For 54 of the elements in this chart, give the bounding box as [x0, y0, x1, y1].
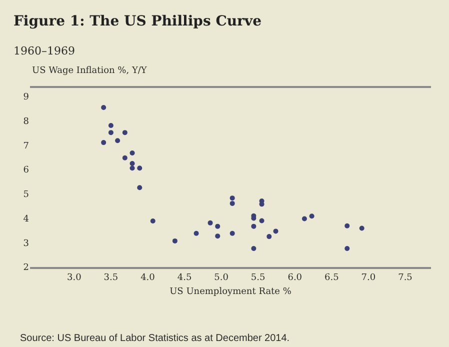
- point: [130, 166, 135, 171]
- point: [259, 218, 264, 224]
- y-axis-title: US Wage Inflation %, Y/Y: [32, 66, 148, 76]
- point: [215, 234, 220, 239]
- chart-subtitle: 1960–1969: [13, 44, 75, 58]
- point: [344, 246, 350, 251]
- chart-title: Figure 1: The US Phillips Curve: [13, 13, 262, 30]
- y-tick-label: 3: [23, 238, 30, 249]
- point: [122, 155, 128, 160]
- y-tick-label: 6: [23, 166, 30, 176]
- point: [108, 123, 114, 128]
- point: [266, 234, 272, 240]
- point: [230, 196, 235, 201]
- point: [215, 224, 220, 229]
- point: [230, 200, 235, 206]
- x-tick-label: 6.0: [288, 272, 302, 283]
- point: [194, 230, 199, 236]
- y-tick-label: 5: [23, 190, 30, 200]
- point: [344, 223, 350, 228]
- point: [273, 228, 278, 234]
- point: [122, 130, 128, 136]
- point: [150, 218, 156, 224]
- y-tick-label: 7: [23, 141, 30, 152]
- point: [230, 230, 235, 236]
- y-tick-label: 2: [23, 263, 29, 274]
- point: [208, 220, 213, 226]
- x-tick-label: 5.5: [250, 272, 266, 283]
- point: [172, 238, 178, 244]
- y-tick-label: 9: [23, 92, 30, 103]
- y-tick-label: 4: [23, 214, 30, 224]
- x-tick-label: 3.0: [66, 272, 82, 283]
- point: [101, 140, 106, 146]
- point: [130, 150, 135, 156]
- point: [137, 185, 142, 190]
- point: [137, 166, 142, 171]
- x-tick-label: 4.5: [177, 272, 192, 283]
- source-note: Source: US Bureau of Labor Statistics as at December 2014.: [20, 333, 290, 344]
- y-tick-label: 8: [23, 117, 30, 128]
- point: [108, 130, 114, 136]
- point: [309, 214, 314, 219]
- point: [251, 224, 256, 229]
- x-tick-label: 3.5: [104, 272, 118, 283]
- point: [251, 246, 256, 251]
- x-tick-label: 7.0: [361, 272, 376, 283]
- point: [302, 216, 307, 222]
- point: [130, 161, 135, 166]
- x-tick-label: 6.5: [324, 272, 340, 283]
- point: [359, 226, 364, 231]
- x-tick-label: 7.5: [398, 272, 413, 283]
- point: [101, 104, 106, 110]
- x-tick-label: 4.0: [140, 272, 156, 283]
- point: [115, 138, 120, 144]
- x-axis-title: US Unemployment Rate %: [170, 287, 292, 298]
- x-tick-label: 5.0: [214, 272, 229, 283]
